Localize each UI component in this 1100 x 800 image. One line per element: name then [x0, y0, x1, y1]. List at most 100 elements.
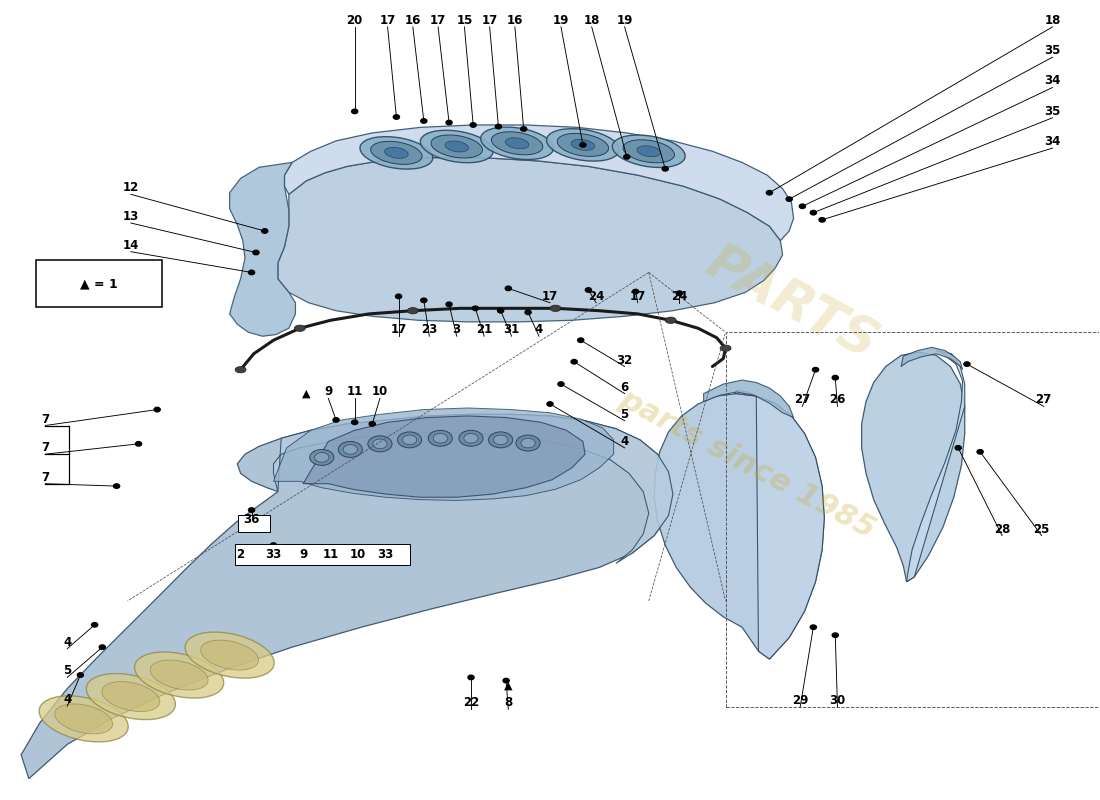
Circle shape — [420, 118, 427, 123]
Circle shape — [811, 210, 816, 215]
Text: PARTS: PARTS — [696, 238, 887, 371]
Text: ▲: ▲ — [302, 389, 310, 398]
Circle shape — [253, 250, 258, 254]
Circle shape — [578, 338, 584, 342]
Polygon shape — [285, 125, 793, 241]
Ellipse shape — [666, 317, 676, 323]
Polygon shape — [230, 162, 296, 336]
Ellipse shape — [492, 132, 542, 155]
Text: 7: 7 — [41, 442, 50, 454]
Ellipse shape — [420, 130, 493, 162]
Text: 14: 14 — [123, 238, 139, 252]
Circle shape — [833, 633, 838, 638]
Circle shape — [585, 288, 592, 292]
Text: 18: 18 — [1044, 14, 1060, 27]
Text: 23: 23 — [421, 323, 438, 336]
Ellipse shape — [385, 147, 408, 158]
Circle shape — [99, 645, 106, 650]
Circle shape — [262, 229, 267, 234]
Ellipse shape — [134, 652, 223, 698]
Circle shape — [394, 114, 399, 119]
Circle shape — [558, 382, 564, 386]
Circle shape — [249, 270, 254, 274]
Circle shape — [964, 362, 970, 366]
Circle shape — [446, 120, 452, 125]
Text: 5: 5 — [620, 408, 629, 421]
Circle shape — [420, 298, 427, 302]
Circle shape — [495, 124, 502, 129]
Polygon shape — [274, 408, 614, 501]
Text: 31: 31 — [504, 323, 519, 336]
FancyBboxPatch shape — [235, 544, 409, 565]
Text: 4: 4 — [535, 323, 543, 336]
Circle shape — [505, 286, 512, 290]
Ellipse shape — [151, 660, 208, 690]
Ellipse shape — [102, 682, 160, 711]
Circle shape — [624, 154, 630, 159]
Text: 4: 4 — [63, 636, 72, 649]
FancyBboxPatch shape — [239, 515, 271, 532]
Ellipse shape — [338, 442, 362, 458]
Text: 33: 33 — [265, 548, 282, 561]
Ellipse shape — [295, 325, 306, 331]
Text: 16: 16 — [405, 14, 421, 27]
Circle shape — [286, 546, 292, 550]
Text: 21: 21 — [476, 323, 493, 336]
Text: 9: 9 — [299, 548, 307, 561]
Ellipse shape — [367, 436, 392, 452]
Text: ▲ = 1: ▲ = 1 — [80, 277, 118, 290]
Text: 35: 35 — [1044, 105, 1060, 118]
Ellipse shape — [464, 434, 478, 443]
Text: 8: 8 — [504, 696, 513, 710]
Circle shape — [396, 294, 402, 298]
Text: 32: 32 — [616, 354, 632, 366]
Polygon shape — [906, 350, 965, 582]
Text: 3: 3 — [453, 323, 461, 336]
Circle shape — [497, 309, 504, 313]
Polygon shape — [901, 347, 962, 370]
Text: 22: 22 — [463, 696, 480, 710]
Circle shape — [381, 553, 386, 557]
Circle shape — [77, 673, 84, 678]
Circle shape — [632, 290, 639, 294]
Text: 17: 17 — [482, 14, 498, 27]
Text: 34: 34 — [1044, 74, 1060, 87]
Ellipse shape — [547, 129, 619, 161]
Circle shape — [249, 508, 254, 512]
Polygon shape — [861, 352, 965, 582]
Ellipse shape — [433, 434, 448, 443]
Circle shape — [503, 678, 509, 683]
Ellipse shape — [407, 307, 418, 314]
Circle shape — [955, 446, 961, 450]
Polygon shape — [735, 390, 824, 659]
Ellipse shape — [488, 432, 513, 448]
Ellipse shape — [459, 430, 483, 446]
Circle shape — [446, 302, 452, 306]
Circle shape — [580, 142, 586, 147]
Text: 10: 10 — [372, 386, 388, 398]
Ellipse shape — [310, 450, 333, 466]
Text: 17: 17 — [629, 290, 646, 302]
Text: 16: 16 — [507, 14, 524, 27]
Text: 5: 5 — [63, 665, 72, 678]
Text: 17: 17 — [430, 14, 447, 27]
Circle shape — [800, 204, 805, 209]
Circle shape — [786, 197, 792, 202]
Circle shape — [811, 625, 816, 630]
Ellipse shape — [623, 140, 674, 162]
Text: 18: 18 — [583, 14, 600, 27]
Ellipse shape — [494, 435, 508, 445]
Text: 4: 4 — [63, 693, 72, 706]
Ellipse shape — [613, 135, 685, 167]
Ellipse shape — [550, 305, 561, 311]
Ellipse shape — [521, 438, 536, 448]
Text: 11: 11 — [346, 386, 363, 398]
Text: 24: 24 — [587, 290, 604, 302]
Text: 2: 2 — [236, 548, 244, 561]
Ellipse shape — [185, 632, 274, 678]
FancyBboxPatch shape — [36, 261, 162, 306]
Ellipse shape — [720, 345, 732, 351]
Text: 4: 4 — [620, 435, 629, 448]
Ellipse shape — [360, 137, 432, 169]
Text: 7: 7 — [41, 470, 50, 484]
